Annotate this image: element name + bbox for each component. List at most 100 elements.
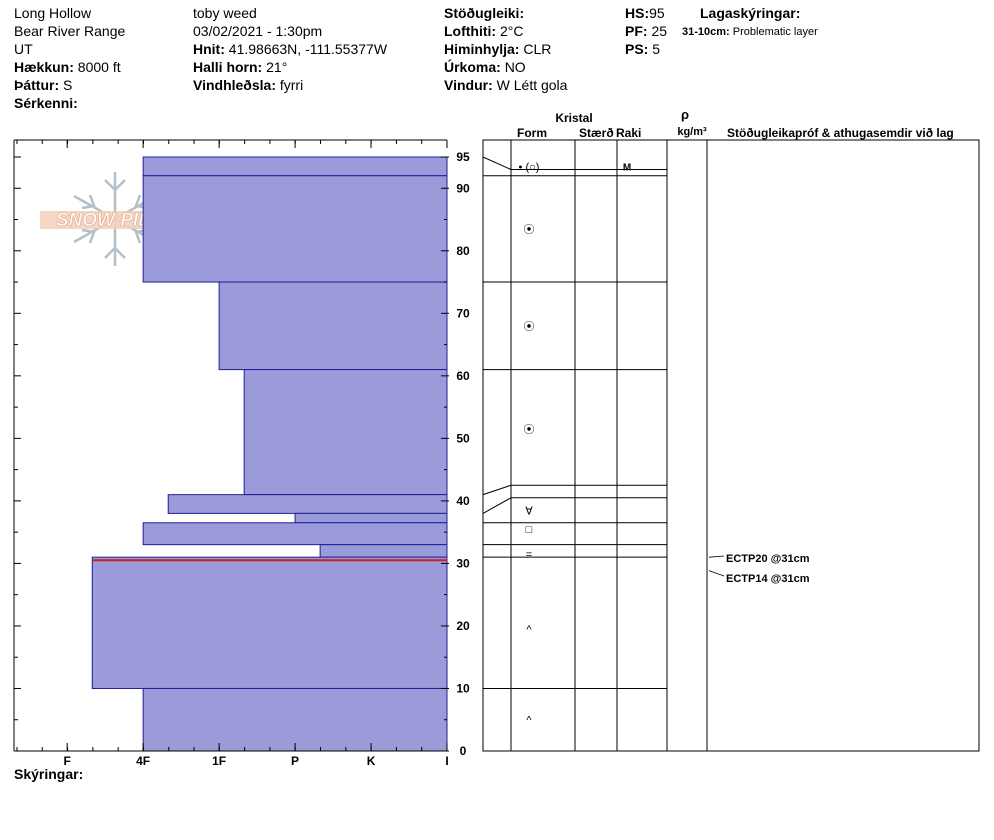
depth-tick-label: 60 (456, 369, 470, 383)
legend-title-text: Lagaskýringar: (700, 5, 801, 21)
hardness-layer-bar (167, 494, 448, 514)
hardness-layer-bar (142, 522, 448, 546)
legend-title: Lagaskýringar: (700, 4, 800, 22)
table-row-connector (482, 497, 512, 514)
range-name: Bear River Range (14, 23, 126, 39)
hardness-profile (91, 156, 448, 752)
table-row-connector (482, 156, 512, 170)
sky-row: Himinhylja: CLR (444, 40, 551, 58)
observation-datetime: 03/02/2021 - 1:30pm (193, 23, 323, 39)
elevation-value: 8000 ft (77, 59, 121, 75)
crystal-form-symbol: ^ (526, 624, 532, 636)
footer-notes: Skýringar: (14, 765, 83, 783)
wind-label: Vindur: (444, 77, 493, 93)
depth-tick-label: 0 (460, 744, 467, 758)
slope-row: Halli horn: 21° (193, 58, 287, 76)
air-temp-row: Lofthiti: 2°C (444, 22, 523, 40)
table-header: Kristal Form Stærð Raki ρ kg/m³ Stöðugle… (517, 107, 954, 140)
test-pointer (708, 570, 725, 577)
wind-loading-value: fyrri (279, 77, 304, 93)
hardness-layer-bar (142, 687, 448, 752)
depth-tick-label: 10 (456, 681, 470, 695)
hs-label: HS: (625, 5, 650, 21)
hardness-tick-label: K (367, 754, 376, 768)
features-label: Sérkenni: (14, 95, 78, 111)
chart-frame (13, 139, 447, 752)
crystal-form-symbol: ∀ (525, 505, 533, 517)
layer-table: • (○) M ⦿ ⦿ ⦿ ∀ □ = ^ ^ (482, 139, 980, 752)
wind-loading-row: Vindhleðsla: fyrri (193, 76, 303, 94)
elevation-row: Hækkun: 8000 ft (14, 58, 121, 76)
test-label: ECTP20 @31cm (726, 553, 810, 565)
pf-value: 25 (651, 23, 668, 39)
aspect-label: Þáttur: (14, 77, 60, 93)
precip-row: Úrkoma: NO (444, 58, 526, 76)
ps-label: PS: (625, 41, 649, 57)
legend-entry: 31-10cm: Problematic layer (682, 23, 818, 41)
coords-row: Hnit: 41.98663N, -111.55377W (193, 40, 387, 58)
test-pointer (708, 555, 725, 558)
crystal-form-symbol: • (○) (519, 161, 540, 173)
header-form: Form (517, 126, 547, 140)
features-row: Sérkenni: (14, 94, 78, 112)
wind-loading-label: Vindhleðsla: (193, 77, 276, 93)
test-label: ECTP14 @31cm (726, 573, 810, 585)
sky-value: CLR (523, 41, 552, 57)
aspect-value: S (63, 77, 73, 93)
air-temp-label: Lofthiti: (444, 23, 497, 39)
ps-value: 5 (652, 41, 661, 57)
depth-tick-label: 95 (456, 150, 470, 164)
hardness-layer-bar (142, 175, 448, 283)
crystal-form-symbol: = (526, 549, 532, 561)
aspect-row: Þáttur: S (14, 76, 72, 94)
table-border (482, 139, 980, 752)
crystal-form-symbol: ⦿ (524, 320, 535, 333)
legend-text: Problematic layer (732, 26, 818, 38)
depth-axis: 0 10 20 30 40 50 60 70 80 90 95 (14, 150, 470, 758)
sky-label: Himinhylja: (444, 41, 520, 57)
stability-tests: ECTP20 @31cm ECTP14 @31cm (708, 553, 810, 585)
hardness-layer-bar (218, 281, 448, 371)
depth-tick-label: 50 (456, 431, 470, 445)
elevation-label: Hækkun: (14, 59, 74, 75)
ps-row: PS: 5 (625, 40, 660, 58)
stability-label: Stöðugleiki: (444, 5, 525, 21)
moisture-value: M (623, 162, 631, 173)
slope-label: Halli horn: (193, 59, 263, 75)
depth-tick-label: 80 (456, 244, 470, 258)
legend-key: 31-10cm: (682, 26, 730, 38)
hs-row: HS:95 (625, 4, 665, 22)
hardness-axis: I K P 1F 4F F (16, 140, 449, 768)
hs-value: 95 (649, 5, 665, 21)
hardness-tick-label: 1F (212, 754, 226, 768)
depth-tick-label: 90 (456, 181, 470, 195)
header-rho: ρ (681, 107, 689, 122)
header-density-unit: kg/m³ (677, 126, 707, 138)
hardness-tick-label: P (291, 754, 299, 768)
header-crystal: Kristal (555, 111, 592, 125)
pf-row: PF: 25 (625, 22, 667, 40)
hardness-layer-bar (91, 556, 448, 689)
hardness-tick-label: 4F (136, 754, 150, 768)
stability-row: Stöðugleiki: (444, 4, 524, 22)
hardness-layer-bar (243, 369, 448, 496)
header-size: Stærð (579, 126, 614, 140)
depth-tick-label: 20 (456, 619, 470, 633)
air-temp-value: 2°C (499, 23, 524, 39)
hardness-tick-label: I (445, 754, 448, 768)
observer-name: toby weed (193, 5, 257, 21)
hardness-tick-label: F (64, 754, 71, 768)
location-name: Long Hollow (14, 5, 92, 21)
hardness-layer-bar (142, 156, 448, 177)
crystal-form-symbol: ⦿ (524, 423, 535, 436)
coords-value: 41.98663N, -111.55377W (228, 41, 388, 57)
depth-tick-label: 40 (456, 494, 470, 508)
precip-value: NO (504, 59, 526, 75)
header-moisture: Raki (616, 126, 641, 140)
state-name: UT (14, 41, 33, 57)
wind-value: W Létt gola (496, 77, 568, 93)
crystal-form-symbol: □ (526, 524, 533, 536)
hardness-layer-bar (319, 544, 448, 558)
precip-label: Úrkoma: (444, 59, 501, 75)
